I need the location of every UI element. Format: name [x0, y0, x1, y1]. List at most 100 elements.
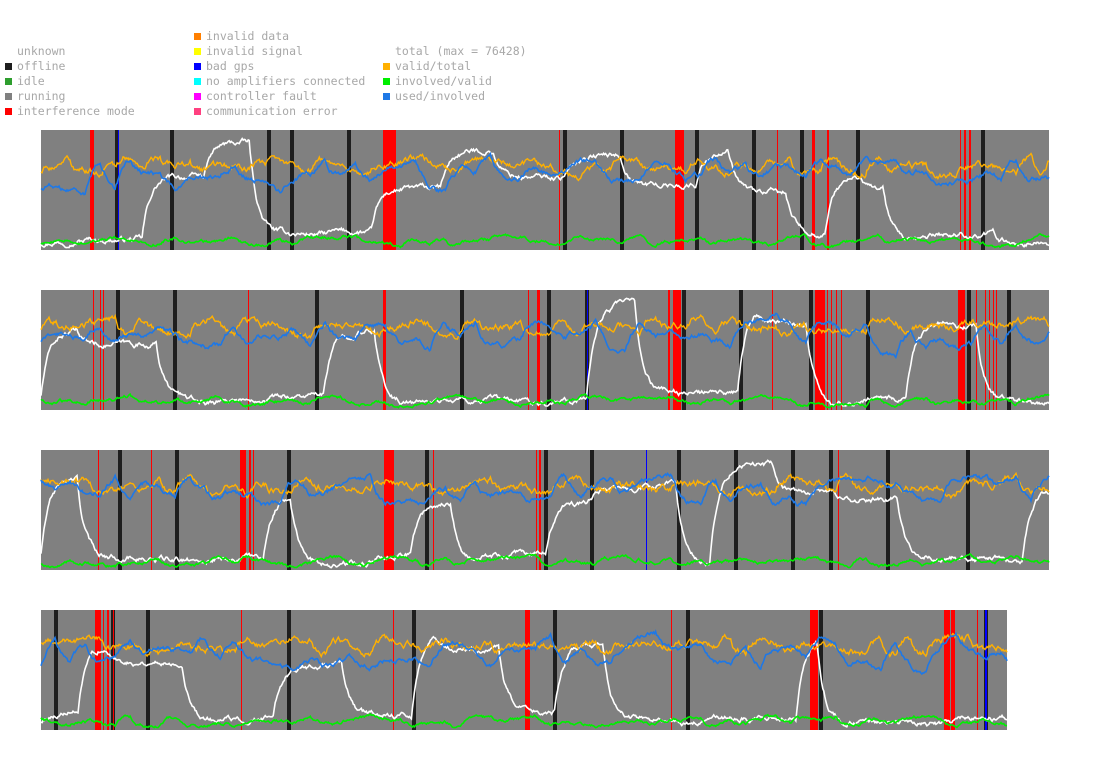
legend-label: bad gps — [206, 59, 255, 73]
series-used-involved — [40, 629, 1008, 676]
status-band — [241, 610, 242, 730]
legend-label: valid/total — [395, 59, 472, 73]
legend-label: offline — [17, 59, 66, 73]
legend-swatch — [194, 48, 201, 55]
status-band — [290, 130, 294, 250]
series-total — [40, 297, 1050, 407]
status-band — [95, 610, 101, 730]
status-band — [958, 290, 965, 410]
series-involved-valid — [40, 712, 1008, 729]
status-band — [838, 450, 839, 570]
legend-item: idle — [5, 74, 135, 89]
legend-label: no amplifiers connected — [206, 74, 366, 88]
legend-swatch — [194, 93, 201, 100]
status-band — [815, 290, 825, 410]
legend-errors: invalid data invalid signal bad gps no ampl… — [194, 29, 365, 119]
legend-label: total (max = 76428) — [395, 44, 527, 58]
status-band — [116, 290, 120, 410]
status-band — [836, 290, 837, 410]
strip-background — [41, 290, 1049, 410]
legend-item: total (max = 76428) — [383, 44, 527, 59]
status-band — [118, 130, 119, 250]
status-band — [682, 290, 686, 410]
status-band — [841, 290, 842, 410]
status-band — [383, 290, 386, 410]
status-band — [54, 610, 58, 730]
series-valid-total — [40, 632, 1008, 659]
status-band — [967, 290, 971, 410]
status-band — [739, 290, 743, 410]
series-total — [40, 137, 1050, 249]
status-band — [175, 450, 179, 570]
status-band — [173, 290, 177, 410]
legend-swatch — [5, 48, 12, 55]
status-band — [985, 610, 987, 730]
status-band — [646, 450, 647, 570]
status-band — [253, 450, 254, 570]
series-used-involved — [40, 151, 1050, 196]
status-band — [668, 290, 670, 410]
legend-label: idle — [17, 74, 45, 88]
status-band — [809, 290, 813, 410]
status-band — [107, 610, 109, 730]
status-band — [563, 130, 567, 250]
legend-swatch — [194, 33, 201, 40]
status-band — [981, 130, 985, 250]
status-band — [831, 290, 832, 410]
legend-label: invalid signal — [206, 44, 303, 58]
series-involved-valid — [40, 233, 1050, 249]
status-band — [977, 610, 978, 730]
status-band — [151, 450, 152, 570]
legend-label: invalid data — [206, 29, 290, 43]
status-band — [547, 290, 551, 410]
strip-1 — [40, 130, 1050, 250]
legend-swatch — [5, 93, 12, 100]
status-band — [146, 610, 150, 730]
legend-swatch — [383, 48, 390, 55]
legend-swatch — [194, 78, 201, 85]
status-band — [969, 130, 971, 250]
status-band — [866, 290, 870, 410]
status-band — [1007, 290, 1011, 410]
status-band — [812, 130, 815, 250]
legend-item: invalid data — [194, 29, 365, 44]
status-band — [587, 290, 588, 410]
status-band — [393, 610, 394, 730]
status-band — [170, 130, 174, 250]
legend-item: no amplifiers connected — [194, 74, 365, 89]
strip-background — [41, 610, 1007, 730]
status-band — [528, 290, 529, 410]
legend-item: communication error — [194, 104, 365, 119]
series-involved-valid — [40, 392, 1050, 409]
legend-label: unknown — [17, 44, 66, 58]
legend-swatch — [383, 93, 390, 100]
status-band — [590, 450, 594, 570]
status-band — [673, 290, 681, 410]
status-band — [525, 610, 530, 730]
legend-swatch — [194, 63, 201, 70]
status-band — [829, 450, 833, 570]
status-band — [886, 450, 890, 570]
status-band — [267, 130, 271, 250]
status-band — [675, 130, 684, 250]
strip-3 — [40, 450, 1050, 570]
strip-4 — [40, 610, 1008, 730]
status-band — [996, 290, 997, 410]
status-band — [734, 450, 738, 570]
status-band — [315, 290, 319, 410]
legend-swatch — [5, 63, 12, 70]
legend-item: interference mode — [5, 104, 135, 119]
status-band — [539, 450, 541, 570]
status-band — [93, 290, 94, 410]
status-band — [248, 290, 249, 410]
legend-swatch — [194, 108, 201, 115]
legend-swatch — [383, 78, 390, 85]
status-band — [536, 450, 537, 570]
status-band — [90, 130, 94, 250]
status-band — [671, 610, 672, 730]
strip-background — [41, 130, 1049, 250]
status-band — [800, 130, 804, 250]
series-valid-total — [40, 313, 1050, 340]
legend-label: running — [17, 89, 66, 103]
status-band — [810, 610, 818, 730]
